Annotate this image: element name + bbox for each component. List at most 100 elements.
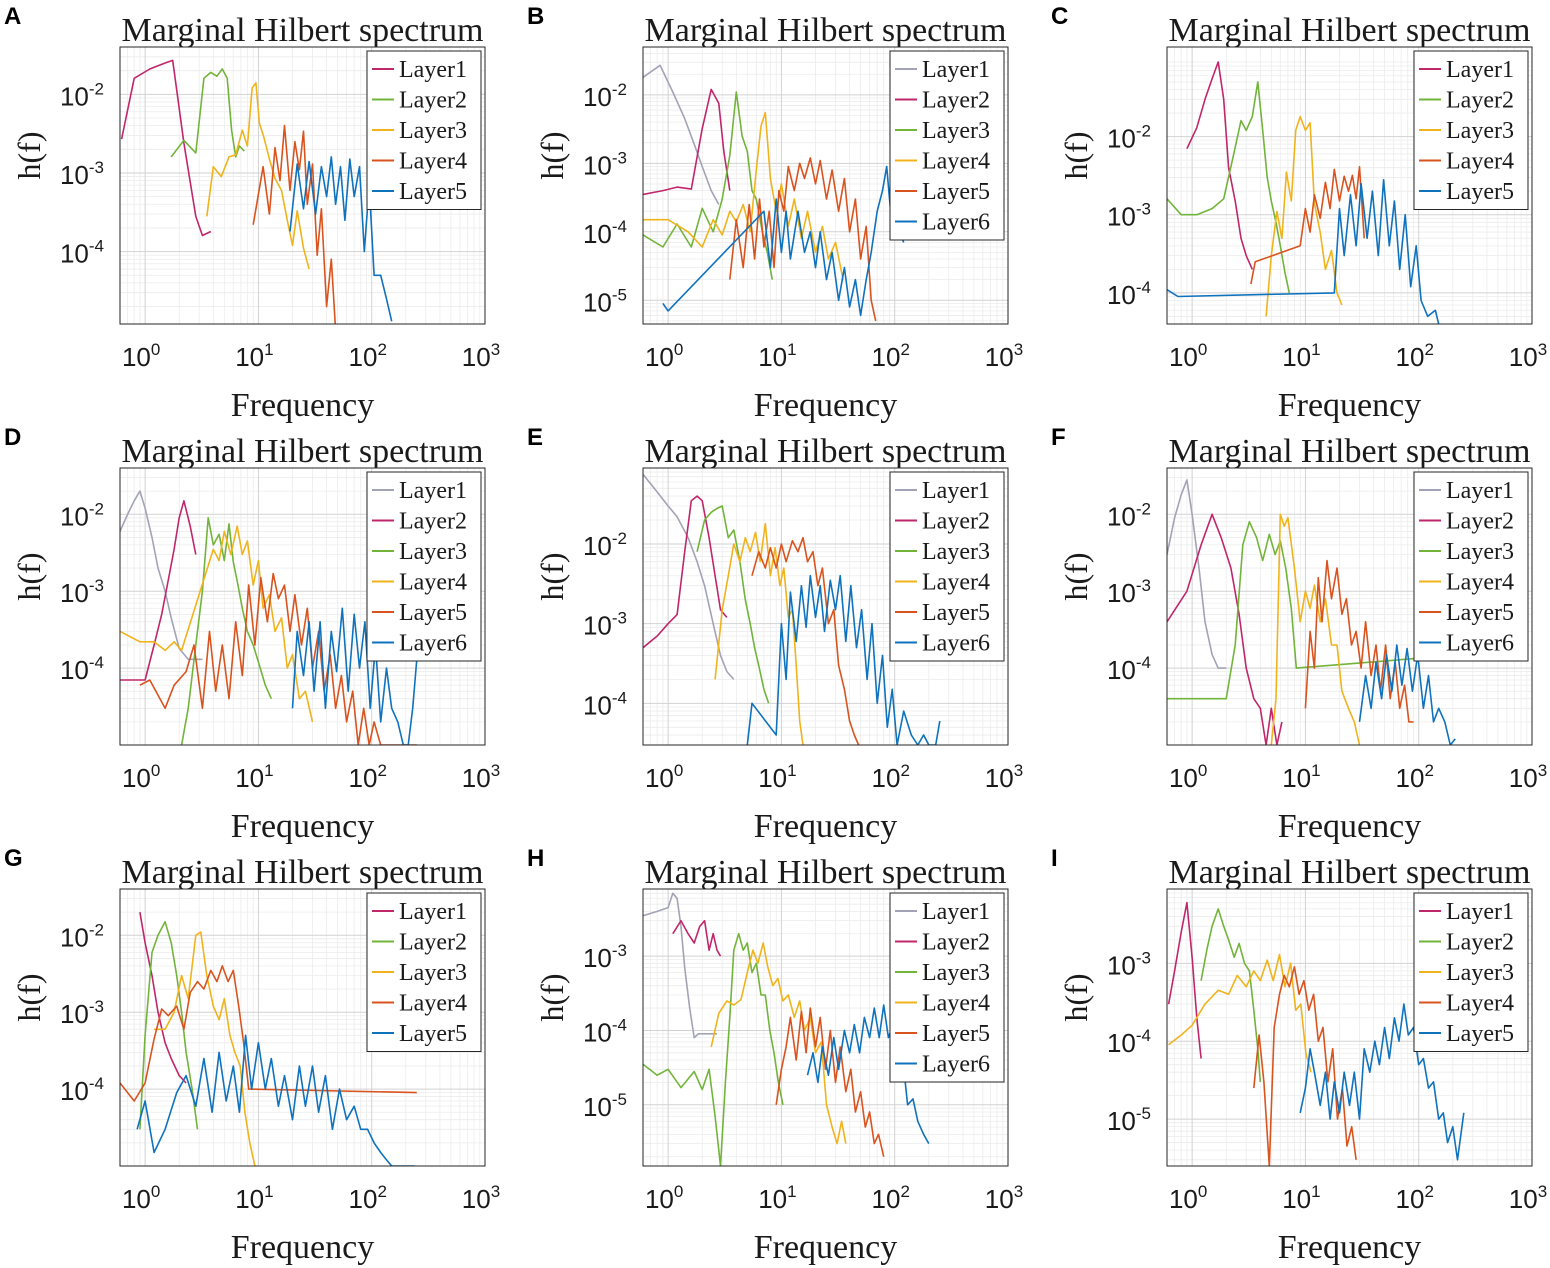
y-axis-label: h(f) [534,132,570,180]
x-tick-label: 100 [645,340,683,372]
x-tick-label: 102 [872,1182,910,1214]
legend: Layer1 Layer2 Layer3 Layer4 Layer5 Layer6 [889,471,1005,662]
y-axis-label: h(f) [11,974,47,1022]
x-tick-label: 100 [1169,761,1207,793]
x-tick-label: 102 [1396,340,1434,372]
series-group [643,64,905,322]
legend-label: Layer1 [922,899,990,925]
legend-label: Layer3 [922,118,990,144]
axes-box [1166,467,1533,746]
chart-title: Marginal Hilbert spectrum [645,433,1007,470]
y-tick-label: 10-3 [60,158,104,190]
x-tick-label: 102 [1396,1182,1434,1214]
series-line-layer3 [643,932,784,1166]
x-tick-label: 103 [1509,340,1547,372]
x-tick-label: 103 [462,761,500,793]
legend: Layer1 Layer2 Layer3 Layer4 Layer5 [1413,50,1529,210]
series-line-layer5 [1167,179,1440,324]
y-tick-label: 10-4 [60,237,104,269]
legend-label: Layer4 [922,149,990,175]
series-line-layer1 [120,59,212,237]
legend-label: Layer4 [399,991,467,1017]
minor-grid [119,889,485,1166]
legend-label: Layer1 [1446,899,1514,925]
series-group [643,473,941,745]
series-line-layer2 [643,495,728,649]
series-group [643,892,930,1166]
y-tick-label: 10-3 [1107,948,1151,980]
series-line-layer5 [775,1007,885,1157]
x-tick-label: 101 [235,1182,273,1214]
series-line-layer4 [1270,513,1361,745]
series-line-layer6 [291,607,418,745]
series-line-layer1 [643,64,720,205]
x-tick-label: 101 [758,1182,796,1214]
legend-label: Layer5 [399,179,467,205]
x-tick-label: 103 [462,340,500,372]
x-tick-label: 101 [1282,1182,1320,1214]
series-line-layer5 [289,156,393,322]
x-tick-label: 100 [122,761,160,793]
x-axis-label: Frequency [754,1229,898,1266]
y-tick-label: 10-5 [583,1090,627,1122]
series-line-layer1 [643,892,717,1039]
legend-label: Layer5 [1446,1021,1514,1047]
chart-title: Marginal Hilbert spectrum [1169,12,1531,49]
x-axis-label: Frequency [1278,808,1422,845]
series-group [120,490,418,745]
x-tick-label: 102 [872,761,910,793]
y-tick-label: 10-3 [60,997,104,1029]
y-tick-label: 10-2 [60,920,104,952]
legend-box [366,471,482,662]
panel-e: E Marginal Hilbert spectrum 100 101 102 103 10… [527,424,1023,845]
legend-label: Layer6 [922,631,990,657]
panel-d: D Marginal Hilbert spectrum 100 101 102 103 10… [4,424,500,845]
legend-label: Layer2 [399,930,467,956]
series-line-layer4 [643,111,844,280]
series-line-layer6 [1358,644,1456,745]
legend-label: Layer2 [1446,930,1514,956]
legend-box [889,471,1005,662]
series-line-layer1 [120,490,203,661]
legend-label: Layer3 [922,539,990,565]
legend-label: Layer2 [922,88,990,114]
series-line-layer1 [139,911,187,1084]
y-axis-label: h(f) [534,553,570,601]
legend-label: Layer1 [399,478,467,504]
series-group [1167,61,1440,324]
legend-label: Layer4 [399,149,467,175]
legend-label: Layer3 [1446,960,1514,986]
panel-letter: G [4,845,23,872]
y-tick-label: 10-4 [1107,653,1151,685]
legend-label: Layer5 [399,600,467,626]
legend-box [889,892,1005,1083]
legend-label: Layer6 [1446,631,1514,657]
panel-h: H Marginal Hilbert spectrum 100 101 102 103 10… [527,845,1023,1266]
panel-f: F Marginal Hilbert spectrum 100 101 102 103 10… [1051,424,1547,845]
legend-label: Layer4 [922,570,990,596]
legend: Layer1 Layer2 Layer3 Layer4 Layer5 Layer6 [889,892,1005,1083]
x-tick-label: 102 [1396,761,1434,793]
legend-label: Layer4 [1446,991,1514,1017]
legend: Layer1 Layer2 Layer3 Layer4 Layer5 [366,892,482,1052]
x-tick-label: 100 [645,1182,683,1214]
legend: Layer1 Layer2 Layer3 Layer4 Layer5 Layer6 [1413,471,1529,662]
legend-label: Layer5 [922,179,990,205]
legend-label: Layer6 [399,631,467,657]
axes-box [642,46,1009,325]
y-tick-label: 10-3 [1107,200,1151,232]
y-tick-label: 10-3 [60,576,104,608]
legend: Layer1 Layer2 Layer3 Layer4 Layer5 Layer6 [366,471,482,662]
x-tick-label: 101 [758,340,796,372]
series-group [120,911,417,1166]
legend-label: Layer6 [922,210,990,236]
series-line-layer4 [710,942,847,1145]
axes-box [642,467,1009,746]
legend: Layer1 Layer2 Layer3 Layer4 Layer5 [366,50,482,210]
axes-box [119,467,486,746]
x-tick-label: 100 [1169,340,1207,372]
series-group [120,59,393,324]
series-line-layer3 [180,516,273,745]
axes-box [119,46,486,325]
